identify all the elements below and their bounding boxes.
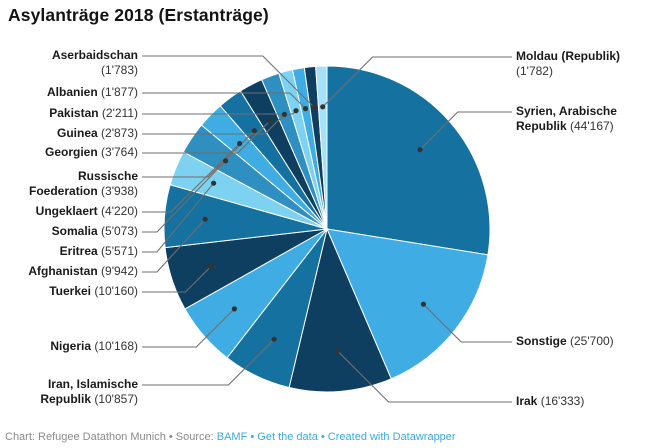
- leader-line: [142, 182, 215, 253]
- leader-dot: [211, 180, 217, 186]
- slice-label: Moldau (Republik) (1'782): [516, 49, 620, 78]
- leader-dot: [420, 301, 426, 307]
- leader-dot: [267, 118, 273, 124]
- footer-link-get-the-data[interactable]: Get the data: [257, 431, 318, 443]
- leader-line: [142, 160, 226, 233]
- slice-label: Tuerkei (10'160): [49, 284, 138, 298]
- leader-line: [419, 111, 512, 151]
- leader-dot: [251, 128, 257, 134]
- leader-line: [142, 114, 285, 135]
- slice-label: Pakistan (2'211): [49, 106, 138, 120]
- leader-line: [142, 130, 255, 178]
- slice-label: Eritrea (5'571): [59, 244, 138, 258]
- leader-line: [142, 92, 306, 109]
- slice-label: Iran, Islamische Republik (10'857): [40, 377, 138, 406]
- slice-label: Nigeria (10'168): [50, 339, 138, 353]
- leader-dot: [334, 348, 340, 354]
- slice-label: Afghanistan (9'942): [28, 264, 138, 278]
- leader-dot: [231, 306, 237, 312]
- slice-label: Irak (16'333): [516, 394, 585, 408]
- leader-dot: [223, 158, 229, 164]
- pie-slices: Syrien, Arabische Republik (44'167)Sonst…: [163, 65, 491, 393]
- pie-slice[interactable]: Sonstige (25'700): [326, 228, 489, 380]
- leader-dot: [208, 264, 214, 270]
- footer-link-datawrapper[interactable]: Created with Datawrapper: [327, 431, 456, 443]
- leader-dot: [271, 336, 277, 342]
- leader-dot: [281, 111, 287, 117]
- footer-separator: •: [317, 431, 328, 443]
- leader-lines: [142, 55, 512, 403]
- chart-title: Asylanträge 2018 (Erstanträge): [8, 5, 269, 25]
- leader-dot: [237, 140, 243, 147]
- leader-line: [142, 218, 206, 273]
- leader-line: [142, 338, 275, 386]
- slice-label: Albanien (1'877): [47, 85, 138, 99]
- leader-dot: [417, 147, 423, 153]
- leader-dot: [320, 104, 326, 110]
- leader-line: [142, 266, 212, 293]
- leader-line: [337, 350, 512, 403]
- leader-line: [142, 55, 315, 108]
- footer-separator: •: [247, 431, 258, 443]
- slice-label: Somalia (5'073): [51, 224, 138, 238]
- slice-label: Guinea (2'873): [57, 126, 138, 140]
- pie-slice[interactable]: Syrien, Arabische Republik (44'167): [326, 65, 491, 256]
- slice-label: Aserbaidschan (1'783): [51, 48, 138, 77]
- leader-dots: [202, 104, 426, 354]
- pie-slice[interactable]: Irak (16'333): [288, 228, 392, 393]
- pie-chart: Syrien, Arabische Republik (44'167)Sonst…: [142, 55, 512, 403]
- chart-footer: Chart: Refugee Datathon Munich • Source:…: [5, 431, 456, 443]
- slice-label: Russische Foederation (3'938): [29, 169, 138, 198]
- slice-label: Sonstige (25'700): [516, 334, 614, 348]
- leader-dot: [302, 106, 309, 112]
- leader-line: [142, 120, 271, 154]
- leader-dot: [311, 104, 317, 110]
- slice-label: Syrien, Arabische Republik (44'167): [516, 104, 617, 133]
- footer-link-bamf[interactable]: BAMF: [216, 431, 248, 443]
- leader-dot: [293, 108, 299, 114]
- leader-line: [423, 303, 512, 343]
- leader-line: [322, 56, 512, 108]
- leader-line: [142, 143, 240, 213]
- slice-label: Georgien (3'764): [45, 145, 138, 159]
- slice-label: Ungeklaert (4'220): [35, 204, 138, 218]
- leader-line: [142, 308, 235, 348]
- footer-attribution: Chart: Refugee Datathon Munich • Source:: [5, 431, 217, 443]
- leader-dot: [202, 216, 208, 222]
